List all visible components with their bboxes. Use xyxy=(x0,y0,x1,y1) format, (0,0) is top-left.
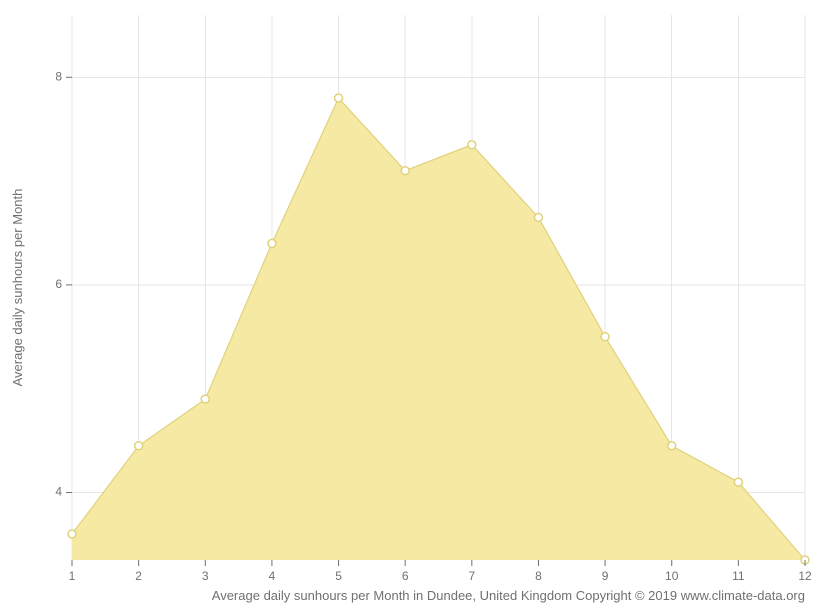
chart-caption: Average daily sunhours per Month in Dund… xyxy=(212,588,805,603)
x-tick-label: 8 xyxy=(535,569,542,583)
y-axis-title: Average daily sunhours per Month xyxy=(10,189,25,387)
x-tick-label: 10 xyxy=(665,569,679,583)
y-tick-label: 8 xyxy=(55,69,62,83)
y-tick-label: 6 xyxy=(55,277,62,291)
y-tick-label: 4 xyxy=(55,485,62,499)
data-marker xyxy=(201,395,209,403)
sunhours-chart: 468123456789101112Average daily sunhours… xyxy=(0,0,815,611)
data-marker xyxy=(734,478,742,486)
x-tick-label: 5 xyxy=(335,569,342,583)
data-marker xyxy=(401,167,409,175)
x-tick-label: 7 xyxy=(468,569,475,583)
data-marker xyxy=(534,213,542,221)
x-tick-label: 9 xyxy=(602,569,609,583)
x-tick-label: 12 xyxy=(798,569,812,583)
data-marker xyxy=(668,442,676,450)
data-marker xyxy=(468,141,476,149)
data-marker xyxy=(268,239,276,247)
x-tick-label: 11 xyxy=(732,569,745,583)
area-fill xyxy=(72,98,805,560)
data-marker xyxy=(135,442,143,450)
x-tick-label: 4 xyxy=(269,569,276,583)
x-tick-label: 3 xyxy=(202,569,209,583)
chart-svg: 468123456789101112Average daily sunhours… xyxy=(0,0,815,611)
x-tick-label: 1 xyxy=(69,569,76,583)
data-marker xyxy=(68,530,76,538)
x-tick-label: 2 xyxy=(135,569,142,583)
data-marker xyxy=(601,333,609,341)
x-tick-label: 6 xyxy=(402,569,409,583)
data-marker xyxy=(335,94,343,102)
